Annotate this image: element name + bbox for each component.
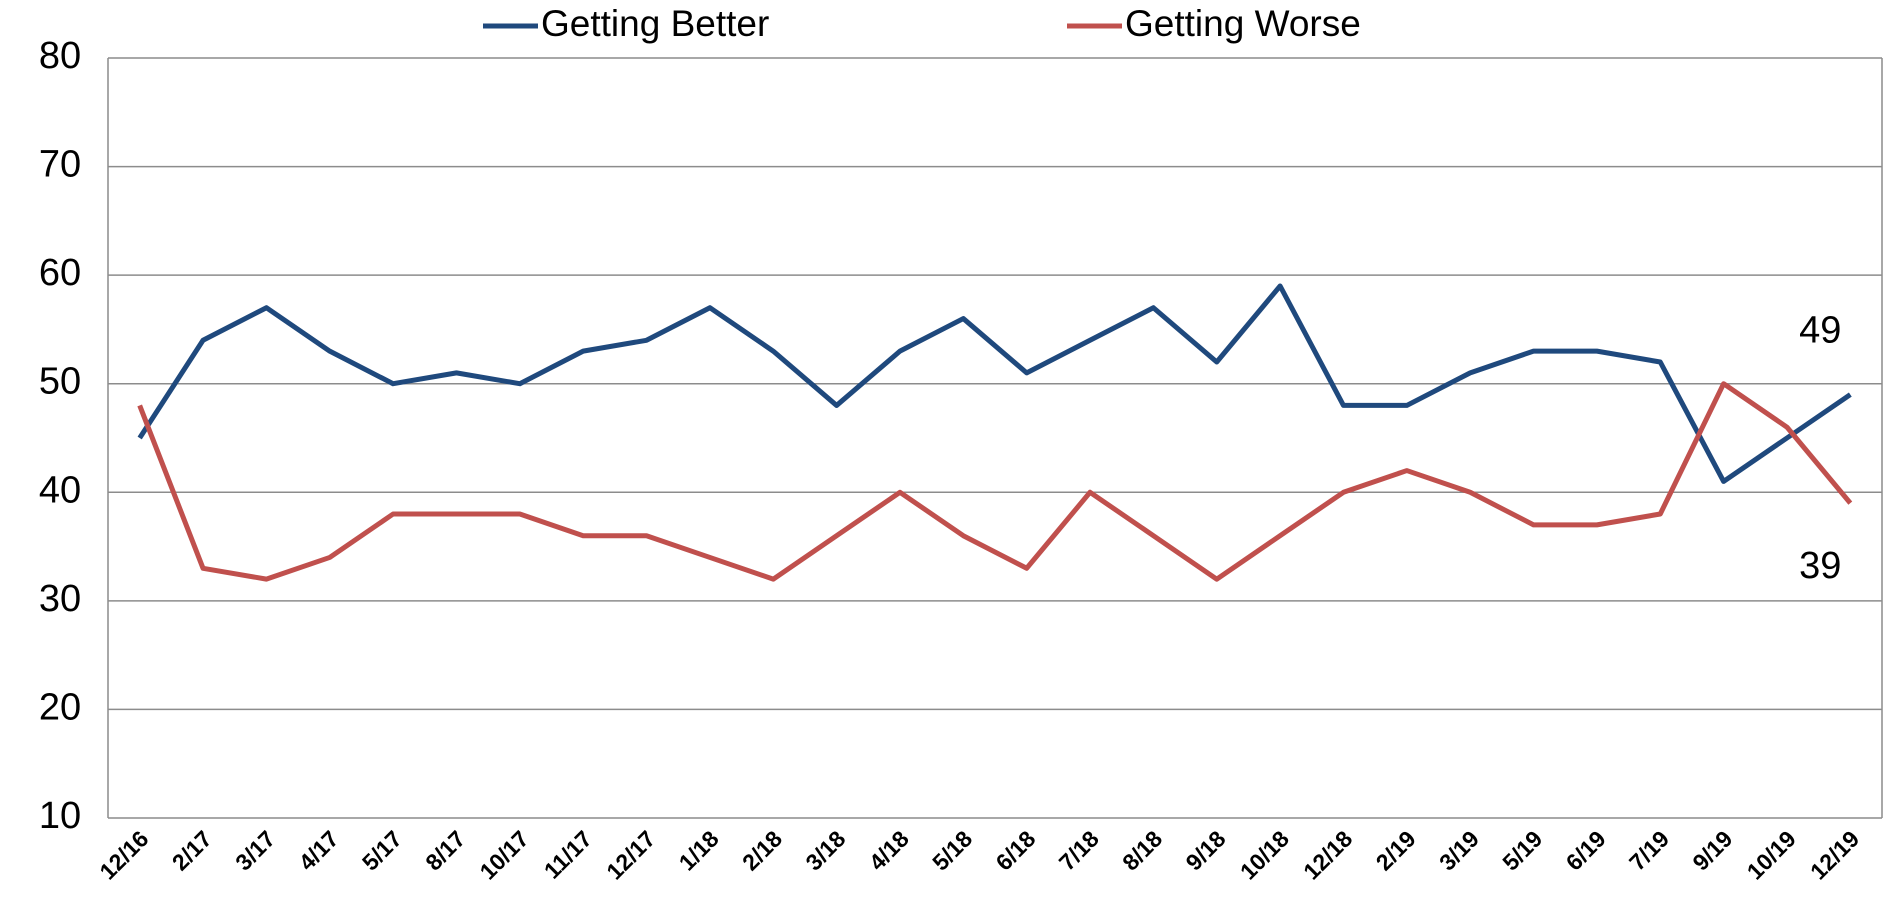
x-tick-label: 12/19 — [1805, 825, 1864, 884]
x-tick-label: 9/18 — [1181, 825, 1231, 875]
x-tick-label: 6/18 — [990, 825, 1040, 875]
legend-label: Getting Better — [541, 3, 769, 44]
x-tick-label: 3/19 — [1434, 825, 1484, 875]
x-tick-label: 5/17 — [357, 825, 407, 875]
series-line — [137, 381, 1853, 582]
x-tick-label: 2/19 — [1371, 825, 1421, 875]
x-tick-label: 12/17 — [601, 825, 660, 884]
x-tick-label: 6/19 — [1561, 825, 1611, 875]
x-tick-label: 2/18 — [737, 825, 787, 875]
y-tick-label: 80 — [39, 35, 81, 77]
y-tick-label: 70 — [39, 144, 81, 186]
y-tick-label: 60 — [39, 252, 81, 294]
x-tick-label: 2/17 — [167, 825, 217, 875]
x-tick-label: 5/19 — [1497, 825, 1547, 875]
x-tick-label: 8/17 — [420, 825, 470, 875]
y-tick-label: 10 — [39, 795, 81, 837]
x-tick-label: 4/18 — [864, 825, 914, 875]
y-tick-label: 30 — [39, 578, 81, 620]
x-tick-label: 12/16 — [94, 825, 153, 884]
x-tick-label: 7/18 — [1054, 825, 1104, 875]
x-tick-label: 1/18 — [674, 825, 724, 875]
data-label: 49 — [1799, 310, 1841, 352]
y-tick-label: 50 — [39, 361, 81, 403]
x-tick-label: 9/19 — [1687, 825, 1737, 875]
y-tick-label: 20 — [39, 686, 81, 728]
legend-label: Getting Worse — [1125, 3, 1361, 44]
x-tick-label: 4/17 — [294, 825, 344, 875]
x-tick-label: 10/17 — [475, 825, 534, 884]
data-label: 39 — [1799, 545, 1841, 587]
x-tick-label: 3/17 — [230, 825, 280, 875]
x-tick-label: 10/18 — [1235, 825, 1294, 884]
x-tick-label: 11/17 — [539, 825, 597, 883]
x-tick-label: 8/18 — [1117, 825, 1167, 875]
x-tick-label: 5/18 — [927, 825, 977, 875]
legend: Getting Better Getting Worse — [483, 3, 1361, 44]
x-tick-label: 3/18 — [800, 825, 850, 875]
x-tick-label: 12/18 — [1298, 825, 1357, 884]
x-tick-label: 7/19 — [1624, 825, 1674, 875]
y-tick-label: 40 — [39, 469, 81, 511]
series-line — [137, 283, 1852, 484]
x-tick-label: 10/19 — [1742, 825, 1801, 884]
